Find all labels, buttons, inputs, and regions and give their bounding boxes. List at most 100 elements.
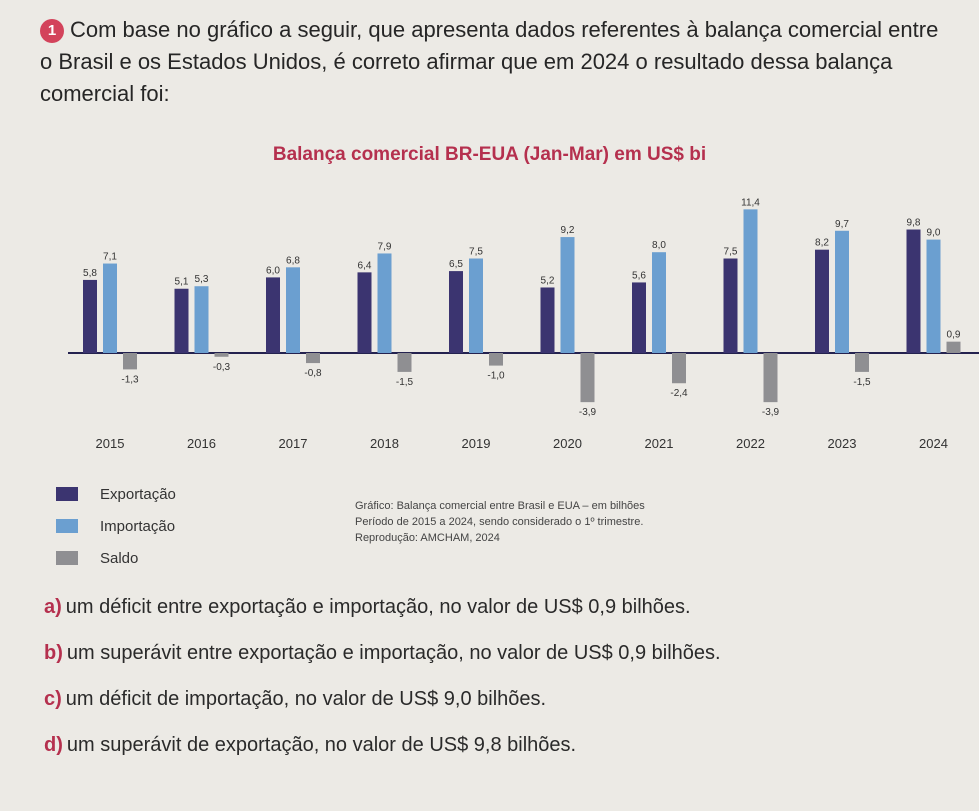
chart-title: Balança comercial BR-EUA (Jan-Mar) em US… — [272, 144, 707, 165]
bar-exportao-2015 — [83, 279, 97, 353]
answer-option-c[interactable]: c) um déficit de importação, no valor de … — [44, 676, 964, 722]
data-label-exportao-2019: 6,5 — [449, 259, 463, 270]
chart-legend: Exportação Importação Saldo — [56, 478, 176, 574]
answer-text-d: um superávit de exportação, no valor de … — [66, 734, 577, 756]
data-label-exportao-2017: 6,0 — [266, 265, 280, 276]
data-label-importao-2024: 9,0 — [927, 228, 941, 239]
x-tick-label-2021: 2021 — [645, 436, 674, 451]
bar-importao-2015 — [103, 263, 117, 353]
bar-importao-2017 — [286, 267, 300, 353]
data-label-saldo-2020: -3,9 — [579, 407, 597, 418]
bar-exportao-2023 — [815, 249, 829, 353]
data-label-exportao-2022: 7,5 — [724, 247, 738, 258]
caption-line-3: Reprodução: AMCHAM, 2024 — [355, 532, 500, 544]
bar-importao-2020 — [560, 237, 575, 353]
bar-importao-2023 — [835, 230, 849, 353]
bar-saldo-2018 — [397, 353, 412, 372]
bar-saldo-2019 — [489, 353, 503, 366]
data-label-saldo-2016: -0,3 — [213, 362, 231, 373]
bar-importao-2021 — [652, 252, 666, 353]
bar-exportao-2024 — [906, 229, 921, 353]
bar-saldo-2021 — [672, 353, 686, 384]
question-body: Com base no gráfico a seguir, que aprese… — [40, 17, 939, 106]
data-label-saldo-2022: -3,9 — [762, 407, 780, 418]
bar-exportao-2022 — [723, 258, 738, 353]
data-label-saldo-2024: 0,9 — [947, 330, 961, 341]
x-tick-label-2016: 2016 — [187, 436, 216, 451]
data-label-saldo-2017: -0,8 — [304, 368, 322, 379]
bar-saldo-2020 — [580, 353, 595, 403]
caption-line-2: Período de 2015 a 2024, sendo considerad… — [355, 516, 644, 528]
legend-label-exportacao: Exportação — [100, 485, 176, 503]
caption-line-1: Gráfico: Balança comercial entre Brasil … — [355, 500, 645, 512]
bar-importao-2019 — [469, 258, 483, 353]
data-label-importao-2019: 7,5 — [469, 247, 483, 258]
bar-exportao-2018 — [357, 272, 372, 353]
legend-item-saldo: Saldo — [56, 542, 176, 574]
bar-exportao-2021 — [632, 282, 646, 353]
bar-chart: 5,8 7,1 -1,3 2015 5,1 5,3 -0,3 2016 6,0 6,8 -0,8 20… — [68, 197, 979, 451]
legend-item-importacao: Importação — [56, 510, 176, 542]
answer-text-a: um déficit entre exportação e importação… — [65, 596, 691, 618]
bar-exportao-2019 — [449, 271, 463, 353]
data-label-importao-2023: 9,7 — [835, 219, 849, 230]
data-label-saldo-2015: -1,3 — [121, 374, 139, 385]
x-tick-label-2018: 2018 — [370, 436, 399, 451]
data-label-importao-2016: 5,3 — [195, 274, 209, 285]
answer-text-c: um déficit de importação, no valor de US… — [65, 688, 547, 710]
bar-saldo-2022 — [763, 353, 778, 403]
legend-item-exportacao: Exportação — [56, 478, 176, 510]
data-label-importao-2020: 9,2 — [561, 225, 575, 236]
data-label-importao-2018: 7,9 — [378, 241, 392, 252]
answer-letter-a: a) — [44, 596, 62, 618]
answer-letter-b: b) — [44, 642, 63, 664]
data-label-importao-2022: 11,4 — [741, 197, 760, 208]
x-tick-label-2020: 2020 — [553, 436, 582, 451]
x-tick-label-2022: 2022 — [736, 436, 765, 451]
data-label-exportao-2021: 5,6 — [632, 270, 646, 281]
bar-importao-2024 — [926, 239, 941, 353]
answer-option-a[interactable]: a) um déficit entre exportação e importaç… — [44, 584, 964, 630]
data-label-exportao-2015: 5,8 — [83, 268, 97, 279]
bar-exportao-2016 — [174, 288, 189, 353]
data-label-saldo-2019: -1,0 — [487, 371, 505, 382]
x-tick-label-2023: 2023 — [828, 436, 857, 451]
chart-caption: Gráfico: Balança comercial entre Brasil … — [355, 498, 775, 546]
x-tick-label-2024: 2024 — [919, 436, 948, 451]
data-label-exportao-2024: 9,8 — [907, 218, 921, 229]
answer-options: a) um déficit entre exportação e importaç… — [44, 584, 964, 768]
x-tick-label-2019: 2019 — [462, 436, 491, 451]
data-label-importao-2015: 7,1 — [103, 252, 117, 263]
bar-saldo-2015 — [123, 353, 137, 370]
bar-exportao-2017 — [266, 277, 280, 353]
data-label-exportao-2016: 5,1 — [175, 277, 189, 288]
data-label-importao-2021: 8,0 — [652, 240, 666, 251]
x-tick-label-2017: 2017 — [279, 436, 308, 451]
answer-letter-c: c) — [44, 688, 62, 710]
legend-label-saldo: Saldo — [100, 549, 139, 567]
data-label-importao-2017: 6,8 — [286, 255, 300, 266]
data-label-exportao-2020: 5,2 — [541, 275, 555, 286]
bar-importao-2018 — [377, 253, 392, 353]
question-number-badge: 1 — [40, 19, 64, 43]
legend-swatch-exportacao — [56, 487, 78, 501]
bar-importao-2022 — [743, 209, 758, 353]
answer-text-b: um superávit entre exportação e importaç… — [66, 642, 721, 664]
question-text: 1 Com base no gráfico a seguir, que apres… — [40, 14, 940, 110]
answer-option-d[interactable]: d) um superávit de exportação, no valor d… — [44, 722, 964, 768]
data-label-saldo-2021: -2,4 — [670, 388, 688, 399]
data-label-exportao-2023: 8,2 — [815, 238, 829, 249]
data-label-saldo-2023: -1,5 — [853, 377, 871, 388]
legend-label-importacao: Importação — [100, 517, 176, 535]
answer-option-b[interactable]: b) um superávit entre exportação e import… — [44, 630, 964, 676]
bar-exportao-2020 — [540, 287, 555, 353]
bar-importao-2016 — [194, 286, 209, 353]
bar-saldo-2024 — [946, 341, 961, 353]
legend-swatch-importacao — [56, 519, 78, 533]
answer-letter-d: d) — [44, 734, 63, 756]
bar-saldo-2023 — [855, 353, 869, 372]
bar-saldo-2016 — [214, 353, 229, 357]
legend-swatch-saldo — [56, 551, 78, 565]
data-label-saldo-2018: -1,5 — [396, 377, 414, 388]
data-label-exportao-2018: 6,4 — [358, 260, 372, 271]
